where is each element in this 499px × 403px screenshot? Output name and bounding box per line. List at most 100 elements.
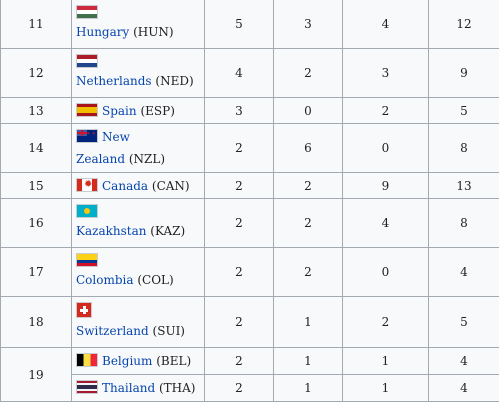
total-cell: 4	[428, 247, 499, 297]
nation-link-hungary[interactable]: Hungary	[76, 25, 130, 39]
rank-cell: 14	[0, 123, 72, 173]
colombia-flag-icon[interactable]	[76, 253, 98, 267]
nation-code: (ESP)	[140, 103, 175, 118]
spain-flag-icon[interactable]	[76, 102, 98, 117]
table-row: 16 Kazakhstan (KAZ) 2 2 4 8	[0, 198, 499, 248]
rank-cell: 15	[0, 172, 72, 199]
belgium-flag-icon[interactable]	[76, 353, 98, 367]
canada-flag-icon[interactable]	[76, 177, 98, 192]
total-cell: 4	[428, 374, 499, 402]
netherlands-flag-icon[interactable]	[76, 54, 98, 68]
nation-cell: Kazakhstan (KAZ)	[71, 198, 205, 248]
silver-cell: 1	[273, 347, 343, 375]
switzerland-flag-icon[interactable]	[76, 302, 92, 318]
rank-cell: 11	[0, 0, 72, 49]
total-cell: 4	[428, 347, 499, 375]
nation-link-canada[interactable]: Canada	[102, 178, 149, 193]
gold-cell: 2	[204, 172, 274, 199]
silver-cell: 2	[273, 198, 343, 248]
nation-link-new-zealand-line1[interactable]: New	[102, 130, 130, 144]
bronze-cell: 0	[342, 123, 429, 173]
total-cell: 12	[428, 0, 499, 49]
silver-cell: 1	[273, 374, 343, 402]
nation-code: (BEL)	[156, 354, 192, 368]
table-row: 18 Switzerland (SUI) 2 1 2 5	[0, 296, 499, 348]
total-cell: 9	[428, 48, 499, 98]
gold-cell: 2	[204, 198, 274, 248]
gold-cell: 5	[204, 0, 274, 49]
hungary-flag-icon[interactable]	[76, 5, 98, 19]
nation-link-spain[interactable]: Spain	[102, 103, 137, 118]
silver-cell: 2	[273, 172, 343, 199]
table-row: Thailand (THA) 2 1 1 4	[1, 374, 499, 402]
new-zealand-flag-icon[interactable]	[76, 129, 98, 143]
gold-cell: 2	[204, 247, 274, 297]
total-cell: 8	[428, 123, 499, 173]
silver-cell: 1	[273, 296, 343, 348]
nation-link-switzerland[interactable]: Switzerland	[76, 324, 149, 338]
nation-link-netherlands[interactable]: Netherlands	[76, 74, 152, 88]
nation-cell: Thailand (THA)	[71, 374, 205, 402]
total-cell: 5	[428, 296, 499, 348]
nation-code: (CAN)	[151, 178, 190, 193]
bronze-cell: 2	[342, 296, 429, 348]
nation-code: (HUN)	[133, 25, 174, 39]
rank-cell: 18	[0, 296, 72, 348]
table-row: 17 Colombia (COL) 2 2 0 4	[0, 247, 499, 297]
nation-cell: Belgium (BEL)	[71, 347, 205, 375]
bronze-cell: 2	[342, 97, 429, 124]
bronze-cell: 9	[342, 172, 429, 199]
nation-code: (COL)	[137, 273, 174, 287]
nation-cell: Netherlands (NED)	[71, 48, 205, 98]
total-cell: 5	[428, 97, 499, 124]
rank-cell: 13	[0, 97, 72, 124]
bronze-cell: 1	[342, 374, 429, 402]
table-row: 19 Belgium (BEL) 2 1 1 4	[0, 347, 499, 402]
nation-code: (NED)	[155, 74, 194, 88]
gold-cell: 2	[204, 296, 274, 348]
bronze-cell: 4	[342, 198, 429, 248]
nation-link-kazakhstan[interactable]: Kazakhstan	[76, 224, 147, 238]
bronze-cell: 1	[342, 347, 429, 375]
nation-code: (THA)	[158, 381, 196, 395]
thailand-flag-icon[interactable]	[76, 380, 98, 394]
rank-cell: 16	[0, 198, 72, 248]
rank-cell: 17	[0, 247, 72, 297]
table-row: 15 Canada (CAN) 2 2 9 13	[0, 172, 499, 199]
table-row: 11 Hungary (HUN) 5 3 4 12	[0, 0, 499, 49]
silver-cell: 3	[273, 0, 343, 49]
table-row: 14 New Zealand (NZL) 2 6 0 8	[0, 123, 499, 173]
table-row: 13 Spain (ESP) 3 0 2 5	[0, 97, 499, 124]
nation-cell: Spain (ESP)	[71, 97, 205, 124]
nation-link-new-zealand-line2[interactable]: Zealand	[76, 152, 125, 166]
nation-code: (NZL)	[128, 152, 165, 166]
silver-cell: 2	[273, 247, 343, 297]
nation-cell: Switzerland (SUI)	[71, 296, 205, 348]
nation-cell: Canada (CAN)	[71, 172, 205, 199]
nation-cell: New Zealand (NZL)	[71, 123, 205, 173]
nation-cell: Colombia (COL)	[71, 247, 205, 297]
rank-cell: 12	[0, 48, 72, 98]
gold-cell: 4	[204, 48, 274, 98]
nation-link-belgium[interactable]: Belgium	[102, 354, 153, 368]
silver-cell: 2	[273, 48, 343, 98]
bronze-cell: 3	[342, 48, 429, 98]
silver-cell: 0	[273, 97, 343, 124]
gold-cell: 2	[204, 374, 274, 402]
gold-cell: 2	[204, 123, 274, 173]
total-cell: 8	[428, 198, 499, 248]
total-cell: 13	[428, 172, 499, 199]
nation-cell: Hungary (HUN)	[71, 0, 205, 49]
gold-cell: 3	[204, 97, 274, 124]
gold-cell: 2	[204, 347, 274, 375]
nation-link-thailand[interactable]: Thailand	[102, 381, 156, 395]
nation-code: (KAZ)	[150, 224, 186, 238]
silver-cell: 6	[273, 123, 343, 173]
nation-link-colombia[interactable]: Colombia	[76, 273, 134, 287]
bronze-cell: 0	[342, 247, 429, 297]
nation-code: (SUI)	[152, 324, 185, 338]
kazakhstan-flag-icon[interactable]	[76, 204, 98, 218]
rank-cell: 19	[0, 347, 72, 402]
bronze-cell: 4	[342, 0, 429, 49]
